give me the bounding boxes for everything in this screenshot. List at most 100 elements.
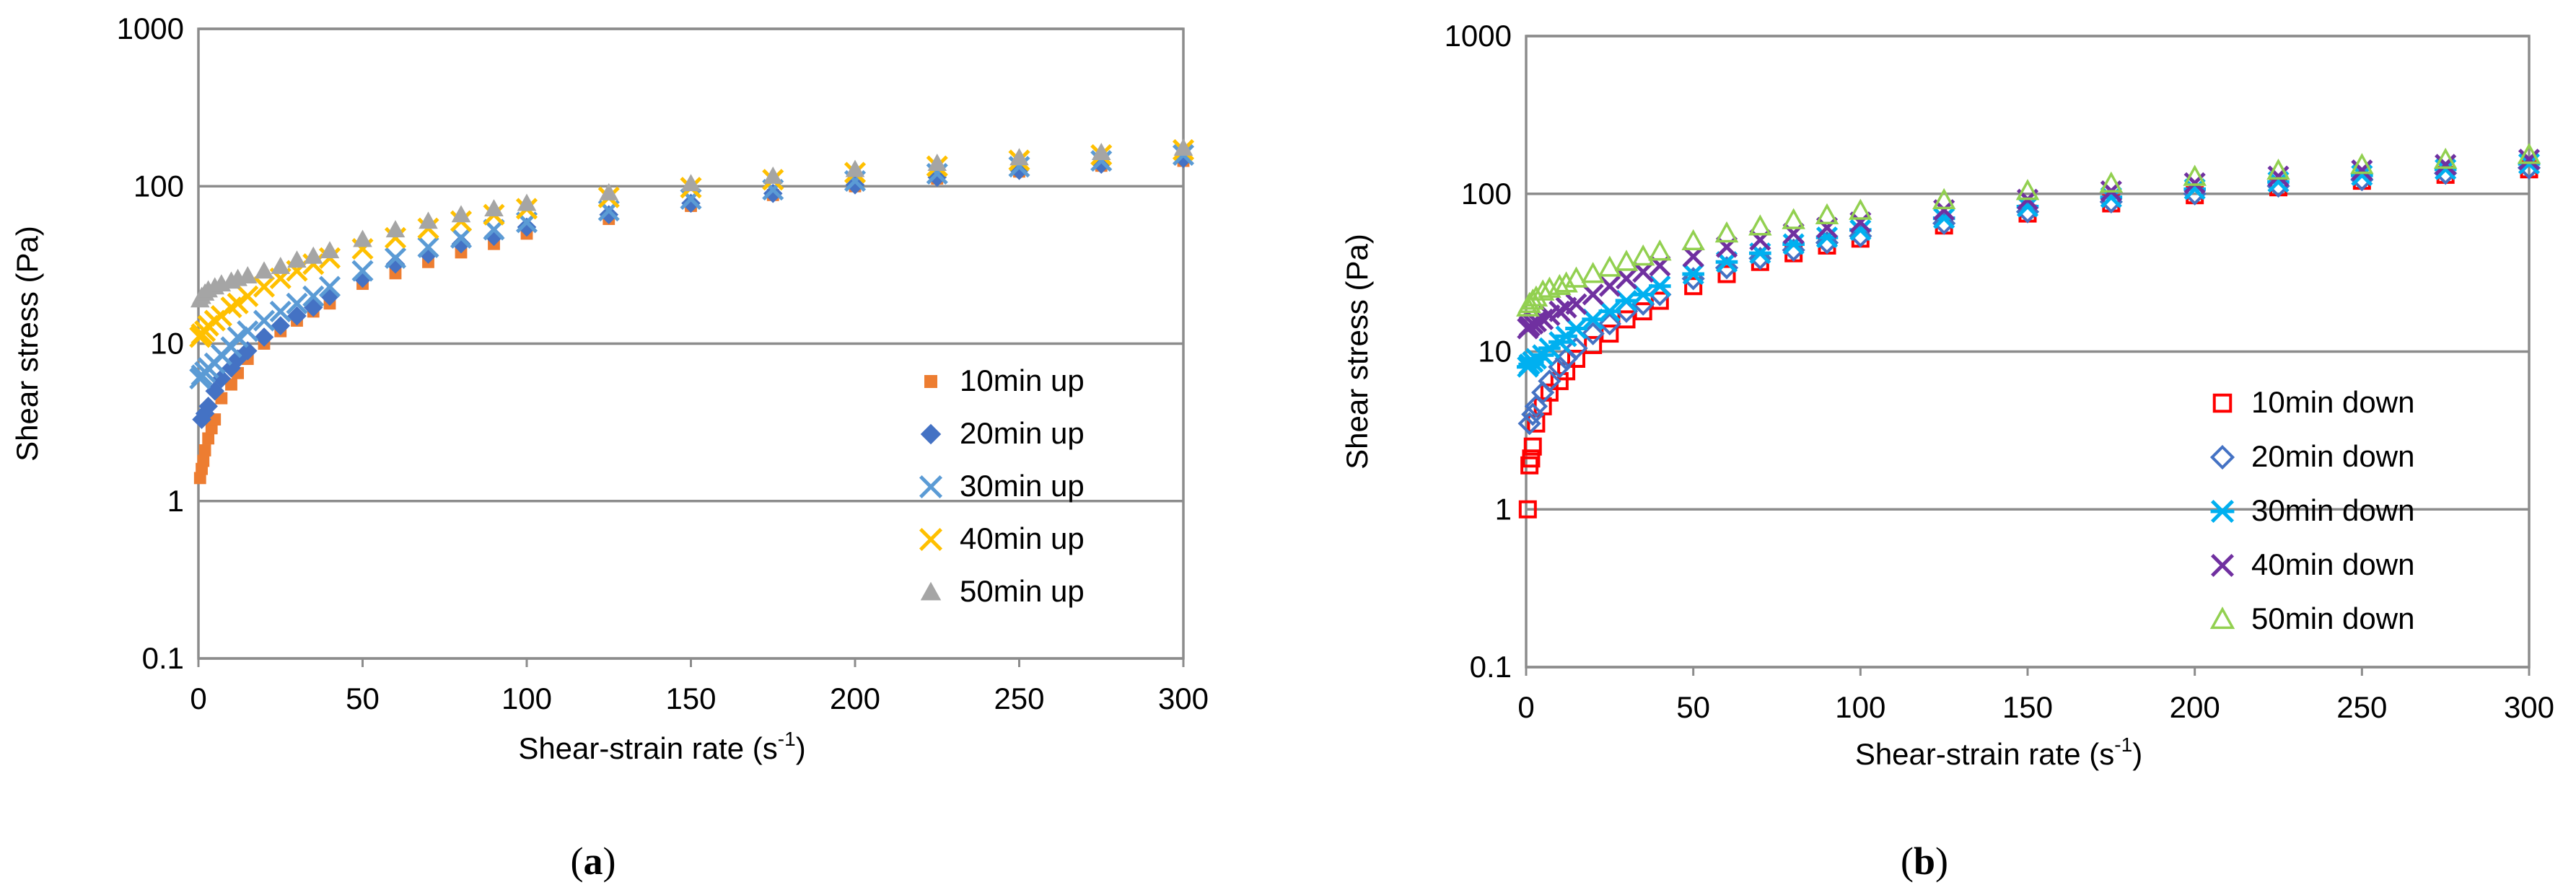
data-point [287, 306, 307, 326]
data-point [2351, 159, 2373, 182]
data-point [419, 211, 438, 229]
legend-marker [2210, 553, 2235, 578]
legend-label: 40min down [2251, 547, 2414, 581]
y-tick-label: 1000 [117, 12, 184, 45]
data-point [211, 369, 232, 389]
data-point [1540, 383, 1559, 402]
data-point [1815, 231, 1839, 255]
data-point [1581, 262, 1605, 283]
data-point [1598, 275, 1621, 297]
data-point [1554, 271, 1578, 293]
data-point [1522, 449, 1541, 468]
data-point [1598, 300, 1621, 322]
data-point [1684, 277, 1703, 296]
data-point [1173, 138, 1193, 156]
y-tick-label: 1 [167, 484, 184, 518]
data-point [763, 183, 783, 203]
data-point [220, 296, 242, 319]
x-tick-label: 0 [190, 682, 206, 715]
data-point [1548, 273, 1572, 296]
legend-label: 50min up [960, 574, 1085, 608]
legend: 10min down 20min down 30min down 40min down… [2209, 385, 2414, 635]
y-tick-label: 10 [150, 327, 184, 361]
data-point [1523, 437, 1542, 456]
x-tick-label: 300 [1158, 682, 1209, 715]
legend-marker [2212, 393, 2233, 413]
data-point [1582, 283, 1604, 306]
y-axis-label: Shear stress (Pa) [1340, 234, 1374, 469]
data-point [2015, 179, 2040, 200]
data-point [2015, 200, 2040, 224]
data-point [1581, 322, 1605, 345]
data-point [1815, 216, 1839, 239]
data-point [320, 241, 340, 259]
series-50min-up [190, 138, 1193, 308]
data-point [451, 234, 471, 254]
data-point [1815, 203, 1839, 225]
data-point [1631, 244, 1655, 266]
legend-label: 20min up [960, 416, 1085, 450]
data-point [303, 246, 323, 264]
y-tick-label: 0.1 [142, 641, 184, 675]
data-point [202, 432, 215, 445]
legend-label: 10min up [960, 363, 1085, 397]
data-point [1565, 293, 1587, 315]
legend-label: 40min up [960, 521, 1085, 555]
data-point [287, 250, 307, 268]
x-axis-label: Shear-strain rate (s-1) [1855, 733, 2142, 771]
series-40min-up [189, 138, 1195, 348]
series-30min-down [1517, 153, 2541, 378]
data-point [681, 193, 701, 213]
data-point [253, 275, 276, 298]
data-point [1849, 198, 1872, 220]
y-axis-label: Shear stress (Pa) [10, 226, 44, 462]
y-tick-label: 0.1 [1470, 650, 1512, 684]
data-point [1849, 224, 1872, 248]
data-point [2433, 147, 2458, 169]
x-tick-label: 100 [501, 682, 552, 715]
legend-marker [2210, 499, 2235, 524]
data-point [763, 166, 783, 184]
data-point [1564, 266, 1588, 288]
data-point [198, 444, 211, 457]
data-point [517, 217, 537, 237]
data-point [1714, 256, 1739, 280]
x-tick-label: 150 [2002, 690, 2053, 724]
data-point [2518, 149, 2541, 171]
data-point [1518, 500, 1537, 519]
data-point [1932, 188, 1956, 210]
data-point [845, 159, 865, 177]
data-point [269, 300, 292, 323]
data-point [1091, 154, 1111, 175]
data-point [2266, 158, 2290, 180]
data-point [927, 167, 947, 188]
panel-caption: (b) [1901, 839, 1948, 883]
x-tick-label: 250 [994, 682, 1044, 715]
y-tick-label: 1000 [1445, 19, 1512, 53]
y-tick-label: 1 [1495, 492, 1512, 526]
data-point [419, 244, 438, 264]
data-point [599, 205, 619, 224]
data-point [271, 316, 291, 335]
data-point [517, 193, 537, 211]
data-point [1598, 255, 1622, 277]
legend-label: 30min down [2251, 493, 2414, 527]
series-40min-down [1517, 149, 2541, 340]
data-point [1748, 247, 1772, 270]
data-point [1091, 143, 1111, 161]
data-point [302, 253, 325, 275]
data-point [302, 285, 325, 307]
data-point [1648, 239, 1672, 261]
data-point [417, 236, 439, 258]
data-point [2099, 171, 2124, 193]
legend-marker [920, 423, 942, 445]
data-point [385, 254, 406, 274]
legend-marker [919, 475, 943, 499]
legend-label: 50min down [2251, 601, 2414, 635]
legend-label: 20min down [2251, 439, 2414, 473]
series-20min-up [192, 149, 1193, 429]
legend-marker [2209, 607, 2235, 630]
data-point [225, 378, 237, 391]
data-point [227, 326, 249, 348]
